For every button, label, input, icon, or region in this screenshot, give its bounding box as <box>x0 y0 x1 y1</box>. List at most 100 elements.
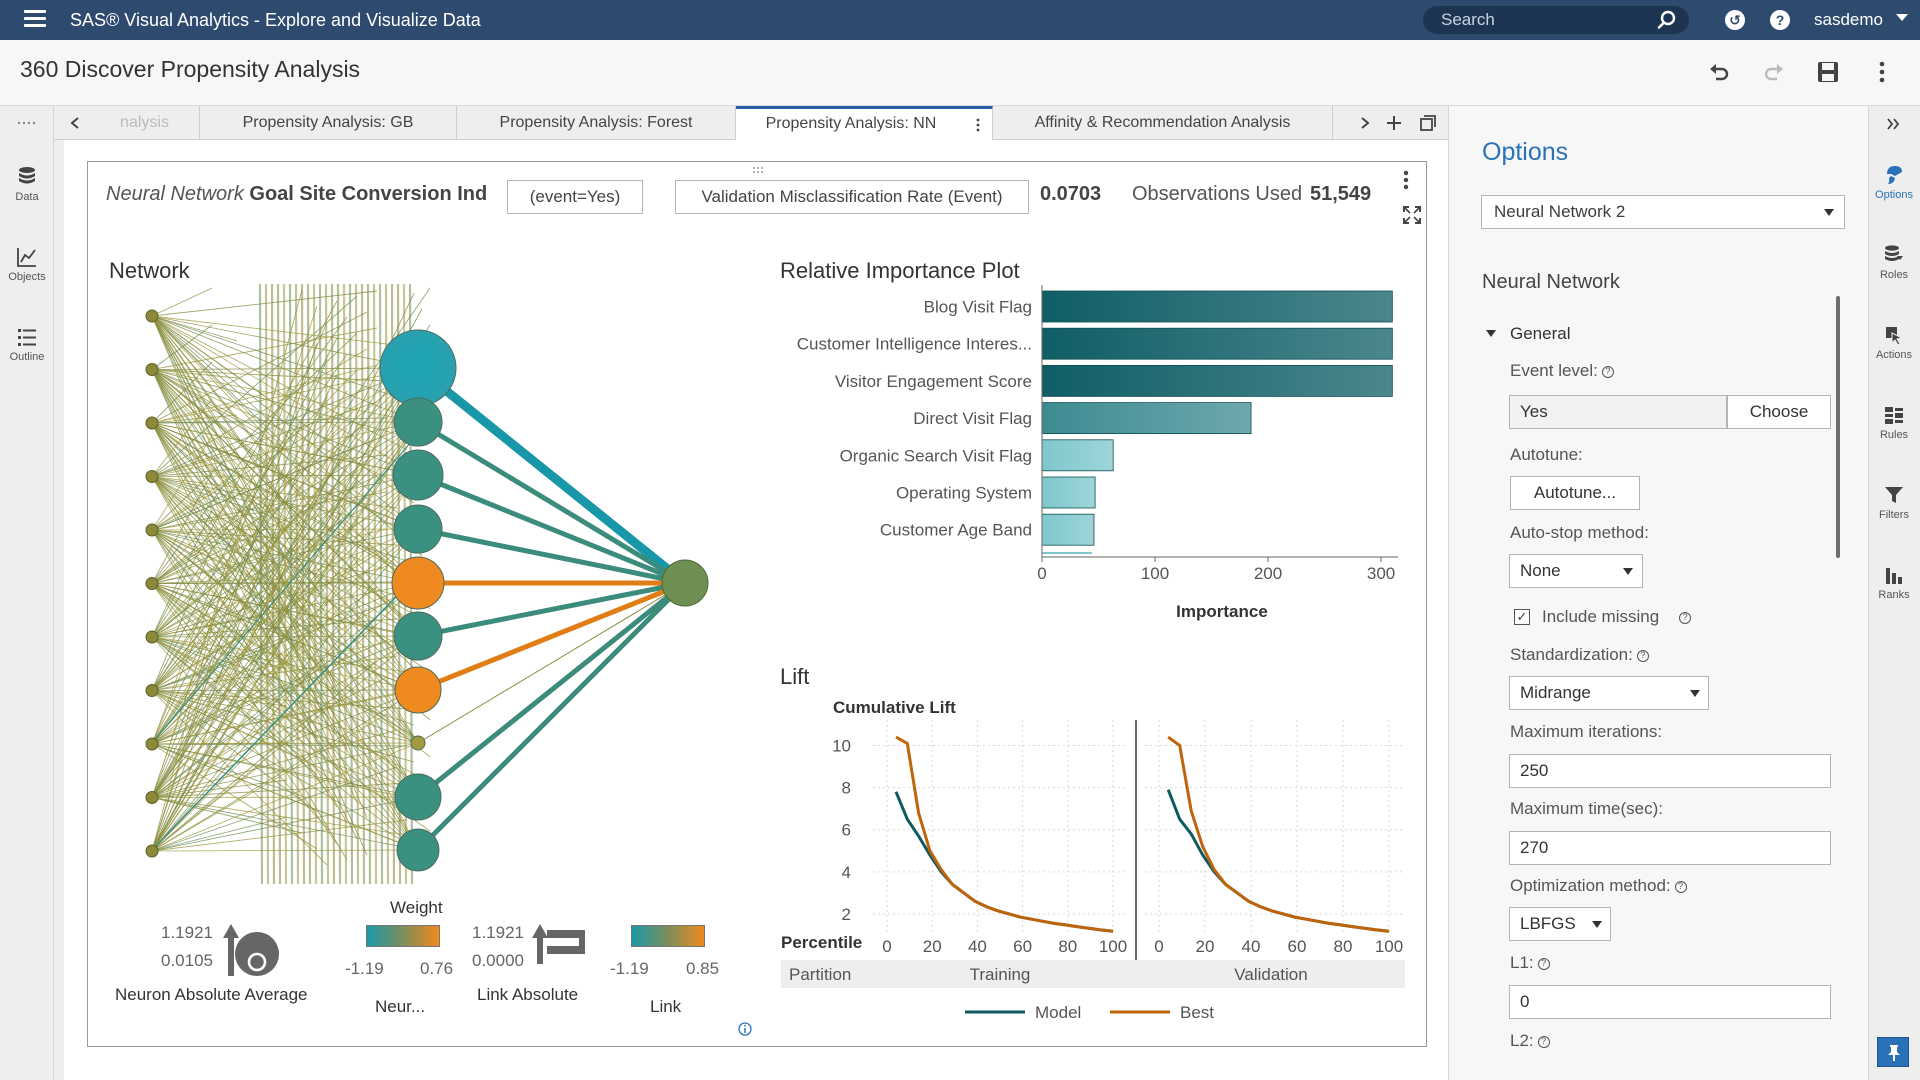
max-time-input[interactable] <box>1509 831 1831 865</box>
network-link <box>151 315 318 554</box>
pin-pane-button[interactable] <box>1877 1037 1909 1067</box>
right-rail-rules[interactable]: Rules <box>1868 404 1920 441</box>
general-section-header[interactable]: General <box>1486 324 1570 344</box>
hidden-output-link <box>417 582 686 744</box>
network-link <box>151 583 213 745</box>
pane-grip-icon[interactable] <box>17 120 37 126</box>
network-link <box>151 476 263 506</box>
right-rail-actions[interactable]: Actions <box>1868 324 1920 361</box>
event-pill[interactable]: (event=Yes) <box>507 180 643 214</box>
user-menu[interactable]: sasdemo <box>1814 10 1883 29</box>
page-tabs-bar: nalysis Propensity Analysis: GB Propensi… <box>54 106 1448 141</box>
include-missing-checkbox[interactable]: ✓ <box>1514 609 1530 625</box>
network-link <box>151 509 213 638</box>
assessment-statistic-pill[interactable]: Validation Misclassification Rate (Event… <box>675 180 1029 214</box>
user-menu-caret-icon[interactable] <box>1896 14 1908 21</box>
tab-scroll-right-icon[interactable] <box>1360 117 1370 129</box>
maximize-icon[interactable] <box>1402 205 1422 225</box>
right-rail-ranks[interactable]: Ranks <box>1868 564 1920 601</box>
right-rail-options-label: Options <box>1875 189 1913 201</box>
network-link <box>151 491 388 531</box>
tab-propensity-gb-label: Propensity Analysis: GB <box>242 114 414 131</box>
input-neuron <box>145 684 159 697</box>
object-grip-icon[interactable] <box>752 166 764 174</box>
right-rail-options[interactable]: Options <box>1868 164 1920 201</box>
optimization-help-icon[interactable]: ? <box>1674 881 1687 893</box>
lift-x-tick-label: 40 <box>968 937 987 956</box>
lift-y-tick-label: 6 <box>842 821 851 840</box>
max-iterations-input[interactable] <box>1509 754 1831 788</box>
tab-menu-icon[interactable] <box>976 118 980 132</box>
network-link <box>151 562 238 638</box>
help-icon[interactable]: ? <box>1770 10 1790 30</box>
metric-value: 0.0703 <box>1040 183 1102 205</box>
hamburger-menu-icon[interactable] <box>24 10 46 30</box>
undo-icon[interactable] <box>1707 60 1731 84</box>
importance-bar <box>1041 327 1393 360</box>
standardization-dropdown[interactable]: Midrange <box>1509 676 1709 710</box>
redo-icon[interactable] <box>1762 60 1786 84</box>
search-icon[interactable] <box>1657 10 1677 30</box>
right-rail-roles[interactable]: Roles <box>1868 244 1920 281</box>
network-link <box>151 448 338 852</box>
tab-propensity-nn[interactable]: Propensity Analysis: NN <box>736 106 993 141</box>
left-rail-outline[interactable]: Outline <box>0 326 54 363</box>
optimization-label: Optimization method:? <box>1510 876 1687 896</box>
tab-analysis[interactable]: nalysis <box>90 106 200 140</box>
choose-event-button[interactable]: Choose <box>1727 395 1831 429</box>
optimization-value: LBFGS <box>1520 914 1576 933</box>
l2-help-icon[interactable]: ? <box>1537 1036 1550 1048</box>
network-link <box>151 406 358 638</box>
autotune-button[interactable]: Autotune... <box>1510 476 1640 510</box>
info-icon[interactable] <box>738 1022 752 1036</box>
link-width-legend-icon <box>532 924 585 964</box>
network-link <box>151 287 213 317</box>
left-rail-outline-label: Outline <box>9 351 45 363</box>
standardization-help-icon[interactable]: ? <box>1636 650 1649 662</box>
event-level-help-icon[interactable]: ? <box>1601 366 1614 378</box>
lift-legend-label: Best <box>1180 1003 1214 1022</box>
network-link <box>151 652 263 691</box>
l1-help-icon[interactable]: ? <box>1537 958 1550 970</box>
lift-y-axis-label: Cumulative Lift <box>833 698 956 717</box>
tab-scroll-left-icon[interactable] <box>70 117 80 129</box>
tab-affinity-recommendation[interactable]: Affinity & Recommendation Analysis <box>993 106 1333 140</box>
object-menu-icon[interactable] <box>1403 170 1409 190</box>
options-scrollbar[interactable] <box>1836 296 1840 558</box>
hidden-neuron <box>379 329 457 407</box>
page-overview-icon[interactable] <box>1420 115 1436 131</box>
lift-plot-title: Lift <box>780 664 810 689</box>
network-link <box>151 743 423 853</box>
standardization-label-text: Standardization: <box>1510 645 1633 664</box>
right-rail-rules-label: Rules <box>1879 429 1909 441</box>
left-rail-objects[interactable]: Objects <box>0 246 54 283</box>
search-input[interactable] <box>1441 10 1641 30</box>
network-link <box>151 289 303 852</box>
left-rail-data[interactable]: Data <box>0 166 54 203</box>
link-weight-min: -1.19 <box>610 959 649 978</box>
options-object-type: Neural Network <box>1482 271 1620 293</box>
input-neuron <box>145 791 159 804</box>
network-link <box>151 417 388 424</box>
autostop-dropdown[interactable]: None <box>1509 554 1643 588</box>
optimization-dropdown[interactable]: LBFGS <box>1509 907 1611 941</box>
save-icon[interactable] <box>1816 60 1840 84</box>
object-select[interactable]: Neural Network 2 <box>1481 195 1845 229</box>
more-options-icon[interactable] <box>1870 60 1894 84</box>
neuron-size-min: 0.0105 <box>161 951 213 970</box>
section-collapse-icon[interactable] <box>1486 330 1496 337</box>
l1-input[interactable] <box>1509 985 1831 1019</box>
add-page-icon[interactable] <box>1386 115 1402 131</box>
network-link <box>288 284 294 885</box>
network-link <box>151 364 378 424</box>
tab-propensity-forest[interactable]: Propensity Analysis: Forest <box>457 106 736 140</box>
tab-propensity-gb[interactable]: Propensity Analysis: GB <box>200 106 457 140</box>
autostop-value: None <box>1520 561 1561 580</box>
include-missing-help-icon[interactable]: ? <box>1679 612 1692 624</box>
right-rail-actions-label: Actions <box>1875 349 1913 361</box>
right-rail-filters[interactable]: Filters <box>1868 484 1920 521</box>
network-link <box>276 284 282 885</box>
recent-history-icon[interactable]: ↺ <box>1725 10 1745 30</box>
collapse-pane-icon[interactable] <box>1886 118 1900 130</box>
max-iterations-label: Maximum iterations: <box>1510 722 1663 741</box>
